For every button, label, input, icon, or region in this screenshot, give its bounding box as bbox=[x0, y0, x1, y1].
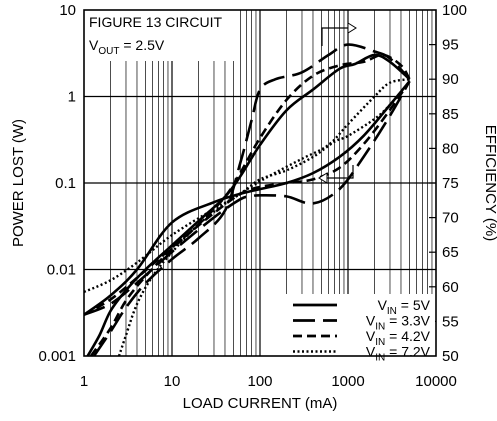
x-tick-label: 10000 bbox=[415, 373, 457, 390]
series-power_lost-solid bbox=[83, 80, 411, 316]
y-left-tick-label: 10 bbox=[59, 2, 76, 19]
efficiency-arrow-icon bbox=[321, 27, 348, 46]
series-efficiency-dash bbox=[89, 53, 411, 357]
annotation-box bbox=[84, 10, 238, 61]
y-right-tick-label: 55 bbox=[442, 313, 459, 330]
y-axis-right-label: EFFICIENCY (%) bbox=[482, 125, 497, 241]
y-left-tick-label: 0.001 bbox=[38, 348, 76, 365]
y-right-tick-label: 100 bbox=[442, 2, 467, 19]
y-right-tick-label: 60 bbox=[442, 279, 459, 296]
x-axis-label: LOAD CURRENT (mA) bbox=[183, 395, 338, 412]
y-right-tick-label: 80 bbox=[442, 140, 459, 157]
arrow-layer bbox=[318, 22, 357, 184]
axis-labels-layer: 1 10 100 1000 10000 0.001 0.01 0.1 1 10 50 55 60 65 70… bbox=[38, 2, 467, 390]
y-right-tick-label: 70 bbox=[442, 210, 459, 227]
annotation-line1: FIGURE 13 CIRCUIT bbox=[89, 14, 222, 30]
series-power_lost-dash bbox=[83, 80, 411, 316]
y-axis-left-label: POWER LOST (W) bbox=[10, 119, 27, 247]
series-power_lost-dot bbox=[83, 80, 411, 294]
legend-label: VIN = 5V bbox=[378, 297, 431, 317]
x-tick-label: 10 bbox=[164, 373, 181, 390]
y-left-tick-label: 0.01 bbox=[47, 262, 76, 279]
y-left-tick-label: 0.1 bbox=[55, 175, 76, 192]
series-efficiency-dot bbox=[117, 78, 410, 357]
plot-frame bbox=[83, 9, 437, 357]
series-power_lost-longdash bbox=[83, 80, 411, 316]
y-right-tick-label: 50 bbox=[442, 348, 459, 365]
series-layer bbox=[83, 43, 411, 357]
series-efficiency-longdash bbox=[92, 43, 411, 357]
annotation-line2: VOUT = 2.5V bbox=[89, 37, 165, 57]
y-right-tick-label: 90 bbox=[442, 71, 459, 88]
legend-label: VIN = 3.3V bbox=[366, 313, 431, 333]
power-arrow-head bbox=[318, 172, 328, 184]
efficiency-arrow-head bbox=[347, 22, 357, 34]
x-tick-label: 1000 bbox=[331, 373, 364, 390]
power-arrow-icon bbox=[327, 165, 354, 179]
y-right-tick-label: 85 bbox=[442, 106, 459, 123]
y-right-tick-label: 95 bbox=[442, 37, 459, 54]
y-right-tick-label: 75 bbox=[442, 175, 459, 192]
legend-label: VIN = 4.2V bbox=[366, 328, 431, 348]
figure-annotation: FIGURE 13 CIRCUIT VOUT = 2.5V bbox=[84, 10, 238, 61]
x-tick-label: 1 bbox=[80, 373, 88, 390]
x-tick-label: 100 bbox=[247, 373, 272, 390]
y-left-tick-label: 1 bbox=[68, 89, 76, 106]
y-right-tick-label: 65 bbox=[442, 244, 459, 261]
